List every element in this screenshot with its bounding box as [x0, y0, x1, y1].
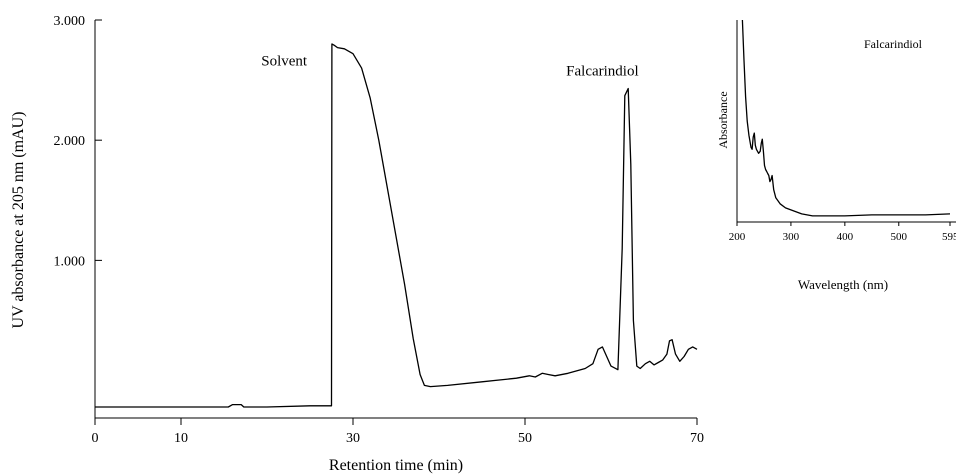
- peak-annotation: Solvent: [261, 54, 308, 70]
- inset-chart: 200 300 400 500 595 Falcarindiol Wavelength …: [716, 19, 956, 292]
- main-x-tick-label: 0: [92, 431, 99, 446]
- main-chart: 0 10 30 50 70 1.000 2.000 3.000 Solvent Falcarin…: [10, 14, 704, 474]
- main-x-tick-label: 30: [346, 431, 360, 446]
- main-y-tick-label: 2.000: [54, 134, 86, 149]
- inset-x-tick-label: 500: [891, 231, 908, 243]
- inset-y-axis-label: Absorbance: [716, 91, 730, 148]
- inset-title: Falcarindiol: [864, 37, 923, 51]
- main-x-tick-label: 70: [690, 431, 704, 446]
- main-y-tick-label: 3.000: [54, 14, 86, 29]
- peak-annotation: Falcarindiol: [566, 63, 638, 79]
- inset-x-axis-label: Wavelength (nm): [798, 277, 888, 292]
- main-y-axis-label: UV absorbance at 205 nm (mAU): [10, 112, 27, 329]
- inset-x-tick-label: 200: [729, 231, 746, 243]
- main-x-tick-label: 50: [518, 431, 532, 446]
- main-x-axis-label: Retention time (min): [329, 457, 463, 474]
- main-y-tick-label: 1.000: [54, 254, 86, 269]
- main-annotations: Solvent Falcarindiol: [261, 54, 638, 80]
- inset-x-tick-label: 400: [837, 231, 854, 243]
- main-series-line: [95, 43, 698, 408]
- inset-series-line: [741, 19, 951, 217]
- inset-x-tick-label: 595: [942, 231, 956, 243]
- inset-ticks: 200 300 400 500 595: [729, 222, 956, 243]
- main-ticks: 0 10 30 50 70 1.000 2.000 3.000: [54, 14, 705, 446]
- inset-x-tick-label: 300: [783, 231, 800, 243]
- main-x-tick-label: 10: [174, 431, 188, 446]
